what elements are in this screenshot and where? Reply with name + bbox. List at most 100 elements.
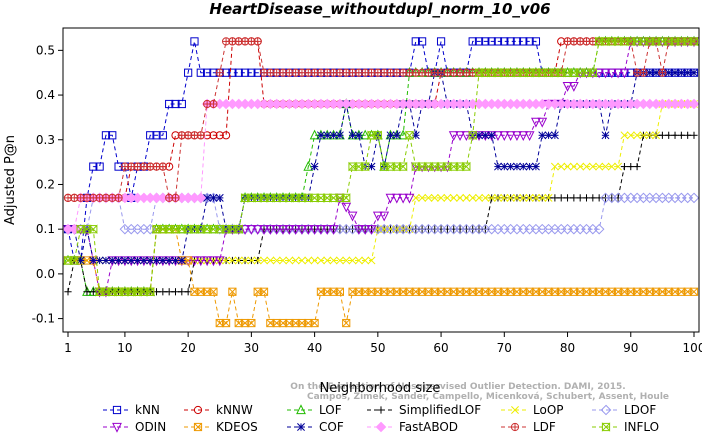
chart-title: HeartDisease_withoutdupl_norm_10_v06 (209, 0, 550, 18)
series-line (68, 197, 694, 230)
data-point (146, 286, 155, 297)
data-point (246, 225, 257, 235)
legend-item-odin: ODIN (103, 420, 166, 434)
data-point (461, 131, 472, 142)
data-point (64, 288, 72, 296)
x-tick-label: 60 (433, 341, 448, 355)
series-inflo (63, 36, 699, 297)
data-point (665, 131, 673, 139)
data-point (234, 224, 243, 234)
data-point (234, 256, 243, 265)
legend-item-lof: LOF (287, 403, 342, 417)
data-point (531, 193, 540, 202)
legend-label: kNNW (216, 403, 253, 417)
data-point (614, 162, 623, 171)
data-point (690, 68, 698, 77)
data-point (247, 318, 256, 328)
data-point (259, 225, 269, 235)
data-point (361, 256, 370, 265)
data-point (424, 193, 433, 202)
legend-label: SimplifiedLOF (399, 403, 481, 417)
legend-label: kNN (135, 403, 160, 417)
data-point (418, 37, 427, 46)
data-point (208, 256, 219, 267)
data-point (518, 131, 529, 142)
data-point (512, 193, 521, 202)
data-point (347, 211, 358, 222)
data-point (386, 131, 395, 140)
data-point (221, 131, 231, 140)
data-point (481, 193, 490, 202)
data-point (538, 131, 547, 140)
data-point (171, 288, 180, 296)
data-point (550, 131, 559, 140)
watermark-line: Campos, Zimek, Sander, Campello, Micenko… (307, 392, 669, 402)
data-point (228, 256, 237, 265)
data-point (576, 194, 584, 202)
data-point (171, 99, 180, 109)
legend-label: LDF (533, 420, 556, 434)
data-point (481, 131, 490, 140)
data-point (652, 131, 661, 140)
data-point (234, 68, 243, 77)
data-point (563, 162, 572, 171)
data-point (639, 131, 648, 140)
data-point (108, 256, 117, 265)
data-point (468, 37, 477, 46)
data-point (512, 162, 521, 171)
data-point (506, 162, 515, 171)
data-point (411, 37, 420, 46)
data-point (499, 131, 510, 142)
data-point (297, 225, 307, 235)
data-point (70, 255, 79, 266)
data-point (348, 256, 357, 265)
data-point (158, 256, 167, 265)
data-point (455, 131, 465, 142)
data-point (165, 99, 174, 109)
data-point (89, 162, 98, 171)
data-point (260, 256, 268, 265)
data-point (316, 256, 325, 265)
y-tick-label: -0.1 (32, 312, 55, 326)
data-point (619, 68, 630, 79)
data-point (342, 318, 351, 328)
data-point (563, 194, 572, 202)
data-point (329, 131, 338, 140)
data-point (152, 256, 161, 265)
data-point (689, 36, 699, 47)
data-point (524, 131, 535, 142)
data-point (544, 193, 553, 202)
data-point (177, 256, 186, 265)
data-point (392, 131, 401, 140)
legend-label: LOF (319, 403, 342, 417)
legend-label: INFLO (624, 420, 659, 434)
data-point (209, 99, 218, 109)
data-point (500, 193, 509, 202)
x-axis: 1 10 20 30 40 50 60 70 80 90 100 (64, 332, 702, 355)
data-point (525, 37, 534, 46)
x-tick-label: 10 (117, 341, 132, 355)
data-point (215, 68, 224, 77)
x-tick-label: 70 (497, 341, 512, 355)
data-point (360, 225, 371, 235)
data-point (272, 256, 281, 265)
data-point (418, 193, 427, 202)
data-point (462, 161, 471, 172)
legend-label: LDOF (624, 403, 656, 417)
x-tick-label: 30 (244, 341, 259, 355)
legend-item-kdeos: KDEOS (184, 420, 258, 434)
data-point (531, 162, 540, 171)
data-point (493, 131, 503, 142)
data-point (531, 117, 541, 128)
data-point (519, 193, 528, 202)
data-point (557, 194, 565, 202)
data-point (310, 162, 319, 171)
y-tick-label: 0.3 (36, 133, 55, 147)
data-point (474, 37, 484, 46)
data-point (620, 162, 629, 171)
legend-item-loop: LoOP (501, 403, 564, 417)
series-line (68, 103, 694, 261)
data-point (449, 193, 458, 202)
data-point (645, 68, 654, 77)
